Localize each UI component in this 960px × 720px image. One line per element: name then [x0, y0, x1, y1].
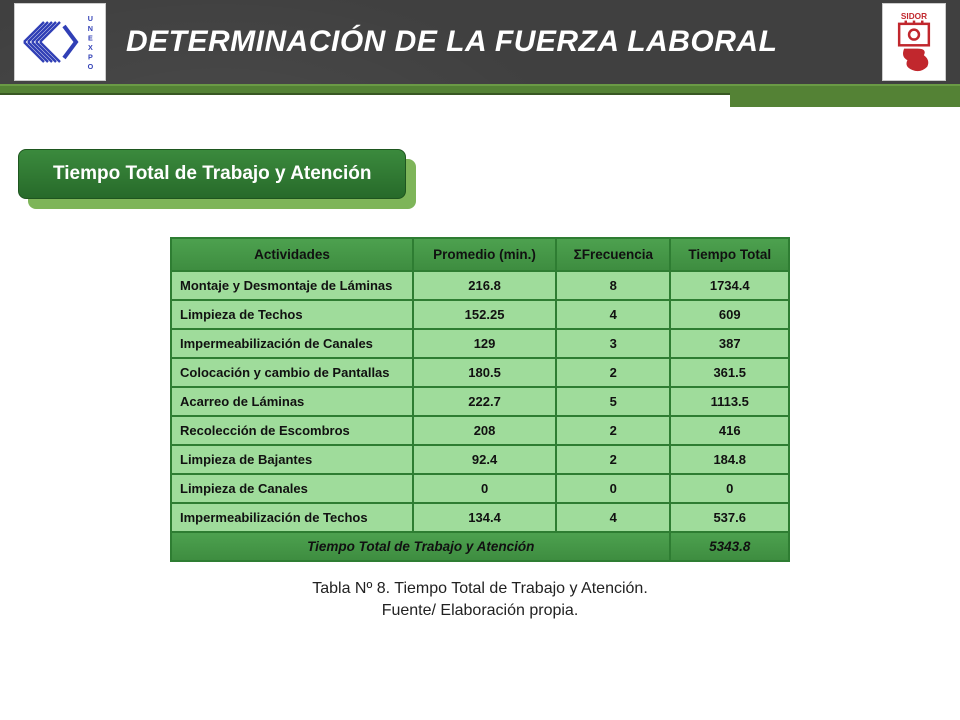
cell-value: 4: [557, 301, 669, 328]
cell-value: 8: [557, 272, 669, 299]
table-row: Colocación y cambio de Pantallas180.5236…: [172, 359, 788, 386]
subtitle-label: Tiempo Total de Trabajo y Atención: [18, 149, 406, 199]
cell-value: 92.4: [414, 446, 555, 473]
svg-text:O: O: [88, 62, 94, 71]
data-table: Actividades Promedio (min.) ΣFrecuencia …: [170, 237, 790, 562]
cell-value: 180.5: [414, 359, 555, 386]
cell-activity: Acarreo de Láminas: [172, 388, 412, 415]
caption-line-1: Tabla Nº 8. Tiempo Total de Trabajo y At…: [312, 580, 648, 597]
table-row: Limpieza de Canales000: [172, 475, 788, 502]
cell-activity: Recolección de Escombros: [172, 417, 412, 444]
cell-activity: Limpieza de Canales: [172, 475, 412, 502]
logo-sidor: SIDOR: [882, 3, 946, 81]
cell-value: 1113.5: [671, 388, 788, 415]
svg-text:P: P: [88, 53, 93, 62]
cell-activity: Limpieza de Techos: [172, 301, 412, 328]
table-row: Impermeabilización de Techos134.44537.6: [172, 504, 788, 531]
cell-value: 2: [557, 417, 669, 444]
cell-value: 1734.4: [671, 272, 788, 299]
cell-value: 216.8: [414, 272, 555, 299]
cell-value: 129: [414, 330, 555, 357]
cell-value: 2: [557, 446, 669, 473]
cell-activity: Montaje y Desmontaje de Láminas: [172, 272, 412, 299]
data-table-wrap: Actividades Promedio (min.) ΣFrecuencia …: [170, 237, 790, 562]
table-row: Limpieza de Bajantes92.42184.8: [172, 446, 788, 473]
content-area: Tiempo Total de Trabajo y Atención Activ…: [0, 95, 960, 621]
cell-activity: Colocación y cambio de Pantallas: [172, 359, 412, 386]
svg-text:X: X: [88, 43, 93, 52]
page-title: DETERMINACIÓN DE LA FUERZA LABORAL: [120, 25, 868, 59]
cell-value: 4: [557, 504, 669, 531]
cell-value: 0: [557, 475, 669, 502]
cell-activity: Impermeabilización de Techos: [172, 504, 412, 531]
table-row: Acarreo de Láminas222.751113.5: [172, 388, 788, 415]
svg-text:U: U: [88, 14, 93, 23]
table-row: Montaje y Desmontaje de Láminas216.88173…: [172, 272, 788, 299]
cell-activity: Limpieza de Bajantes: [172, 446, 412, 473]
table-header-row: Actividades Promedio (min.) ΣFrecuencia …: [172, 239, 788, 270]
header-accent-band: [0, 84, 960, 95]
cell-value: 0: [414, 475, 555, 502]
table-row: Limpieza de Techos152.254609: [172, 301, 788, 328]
cell-value: 184.8: [671, 446, 788, 473]
sidor-icon: SIDOR: [887, 9, 941, 75]
svg-text:E: E: [88, 33, 93, 42]
col-promedio: Promedio (min.): [414, 239, 555, 270]
caption-line-2: Fuente/ Elaboración propia.: [382, 602, 579, 619]
col-tiempo: Tiempo Total: [671, 239, 788, 270]
cell-value: 2: [557, 359, 669, 386]
cell-value: 361.5: [671, 359, 788, 386]
col-actividades: Actividades: [172, 239, 412, 270]
cell-value: 134.4: [414, 504, 555, 531]
unexpo-icon: U N E X P O: [20, 9, 100, 75]
cell-value: 5: [557, 388, 669, 415]
total-label: Tiempo Total de Trabajo y Atención: [172, 533, 669, 560]
cell-value: 416: [671, 417, 788, 444]
svg-text:SIDOR: SIDOR: [901, 12, 927, 21]
table-row: Recolección de Escombros2082416: [172, 417, 788, 444]
cell-value: 222.7: [414, 388, 555, 415]
svg-text:N: N: [88, 24, 93, 33]
logo-unexpo: U N E X P O: [14, 3, 106, 81]
cell-value: 387: [671, 330, 788, 357]
cell-value: 609: [671, 301, 788, 328]
cell-activity: Impermeabilización de Canales: [172, 330, 412, 357]
cell-value: 152.25: [414, 301, 555, 328]
cell-value: 537.6: [671, 504, 788, 531]
section-subtitle: Tiempo Total de Trabajo y Atención: [18, 149, 406, 199]
col-frecuencia: ΣFrecuencia: [557, 239, 669, 270]
cell-value: 208: [414, 417, 555, 444]
cell-value: 0: [671, 475, 788, 502]
header-bar: U N E X P O DETERMINACIÓN DE LA FUERZA L…: [0, 0, 960, 84]
table-row: Impermeabilización de Canales1293387: [172, 330, 788, 357]
cell-value: 3: [557, 330, 669, 357]
table-total-row: Tiempo Total de Trabajo y Atención5343.8: [172, 533, 788, 560]
total-value: 5343.8: [671, 533, 788, 560]
table-caption: Tabla Nº 8. Tiempo Total de Trabajo y At…: [30, 578, 930, 621]
